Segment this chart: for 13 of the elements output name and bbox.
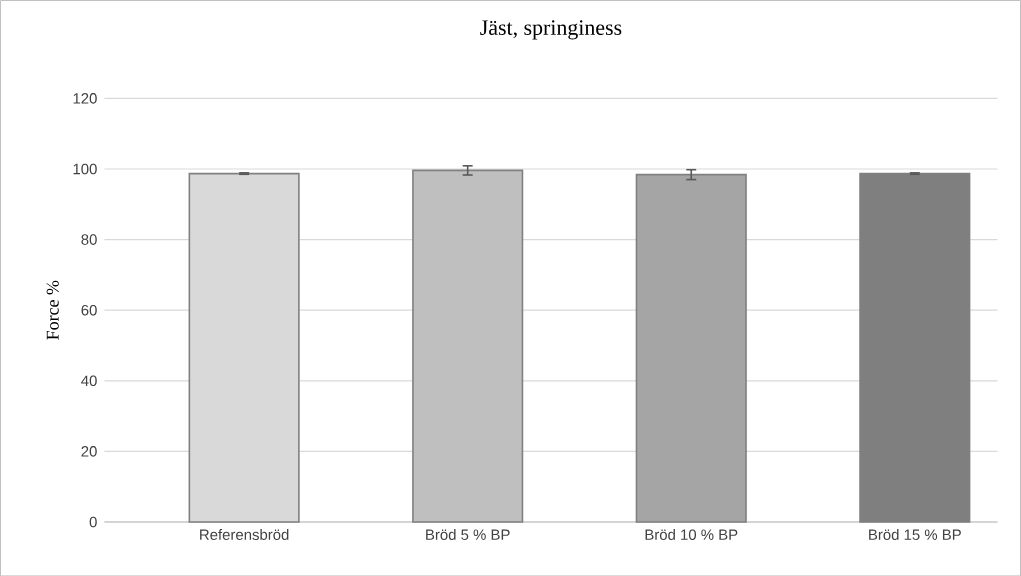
y-tick-label: 0 xyxy=(89,516,97,528)
x-tick-label: Bröd 15 % BP xyxy=(869,528,961,540)
y-tick-label: 40 xyxy=(81,375,97,386)
y-tick-label: 120 xyxy=(73,92,97,104)
y-tick-label: 80 xyxy=(81,234,97,245)
y-tick-label: 100 xyxy=(73,163,97,175)
x-tick-label: Referensbröd xyxy=(200,528,289,540)
y-tick-label: 20 xyxy=(81,445,97,457)
y-tick-label: 60 xyxy=(81,304,97,316)
chart-title: Jäst, springiness xyxy=(480,20,622,40)
x-tick-label: Bröd 10 % BP xyxy=(645,528,738,540)
y-axis-title: Force % xyxy=(46,280,59,340)
x-tick-label: Bröd 5 % BP xyxy=(426,528,510,540)
